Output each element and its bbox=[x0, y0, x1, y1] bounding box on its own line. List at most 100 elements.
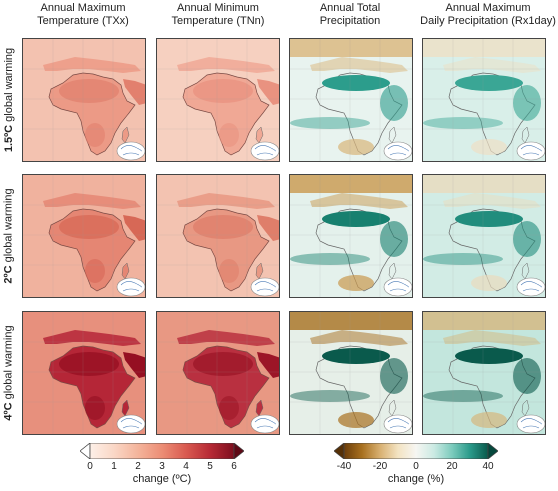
madagascar bbox=[521, 262, 530, 280]
madagascar bbox=[521, 399, 530, 417]
globe-inset-outline bbox=[516, 277, 545, 297]
column-title-line1: Annual Maximum bbox=[445, 2, 531, 14]
mediterranean-drying bbox=[423, 175, 545, 193]
colorbar-tick-label: -20 bbox=[372, 461, 388, 472]
column-title-precip: Annual Total Precipitation bbox=[287, 2, 413, 28]
map-panel-txx-row3 bbox=[22, 311, 146, 435]
column-title-line2: Temperature (TNn) bbox=[171, 15, 265, 27]
south-drying bbox=[471, 412, 507, 428]
map-panel-rx1day-row3 bbox=[422, 311, 546, 435]
globe-inset-icon bbox=[516, 141, 545, 161]
africa-map bbox=[23, 175, 145, 297]
globe-inset-outline bbox=[383, 141, 412, 161]
globe-inset-continents bbox=[389, 425, 407, 429]
east-africa-wetting bbox=[380, 221, 408, 257]
precip-colorbar-right-arrow bbox=[487, 443, 498, 459]
globe-inset-icon bbox=[116, 277, 145, 297]
atlantic-wetting bbox=[423, 253, 503, 265]
column-title-line2: Temperature (TXx) bbox=[37, 15, 129, 27]
atlantic-wetting bbox=[423, 390, 503, 402]
row-label-2: 2ºC global warming bbox=[0, 174, 18, 298]
graticule bbox=[157, 312, 279, 434]
arabia-landmass bbox=[123, 215, 145, 241]
globe-inset-continents bbox=[387, 418, 409, 425]
africa-map bbox=[423, 175, 545, 297]
globe-inset-outline bbox=[250, 141, 279, 161]
madagascar bbox=[255, 126, 264, 144]
mediterranean-drying bbox=[290, 312, 412, 330]
sahel-wetting bbox=[455, 348, 523, 364]
colorbar-tick-label: 0 bbox=[87, 461, 93, 472]
sahara-hotspot bbox=[59, 79, 119, 103]
south-drying bbox=[338, 139, 374, 155]
south-hotspot bbox=[85, 396, 105, 420]
globe-inset-continents bbox=[256, 288, 274, 292]
south-hotspot bbox=[219, 259, 239, 283]
globe-inset-icon bbox=[383, 414, 412, 434]
colorbar-tick-label: 5 bbox=[207, 461, 213, 472]
map-panel-precip-row1 bbox=[289, 38, 413, 162]
globe-inset-continents bbox=[387, 281, 409, 288]
globe-inset-outline bbox=[383, 414, 412, 434]
column-title-tnn: Annual Minimum Temperature (TNn) bbox=[155, 2, 281, 28]
mediterranean-drying bbox=[290, 39, 412, 57]
atlantic-wetting bbox=[423, 117, 503, 129]
globe-inset-continents bbox=[520, 145, 542, 152]
globe-inset-icon bbox=[516, 414, 545, 434]
south-drying bbox=[471, 139, 507, 155]
graticule bbox=[290, 312, 412, 434]
map-panel-txx-row1 bbox=[22, 38, 146, 162]
south-drying bbox=[338, 275, 374, 291]
atlantic-wetting bbox=[290, 253, 370, 265]
column-title-txx: Annual Maximum Temperature (TXx) bbox=[20, 2, 146, 28]
temp-colorbar-left-arrow bbox=[80, 443, 91, 459]
colorbar-tick-label: -40 bbox=[336, 461, 352, 472]
graticule bbox=[23, 175, 145, 297]
row-level: 2ºC bbox=[3, 265, 16, 284]
globe-inset-continents bbox=[254, 145, 276, 152]
globe-inset-icon bbox=[116, 414, 145, 434]
globe-inset-continents bbox=[122, 425, 140, 429]
east-africa-wetting bbox=[513, 85, 541, 121]
globe-inset-continents bbox=[120, 418, 142, 425]
madagascar bbox=[121, 126, 130, 144]
globe-inset-continents bbox=[120, 281, 142, 288]
atlantic-wetting bbox=[290, 117, 370, 129]
globe-inset-continents bbox=[122, 288, 140, 292]
temperature-colorbar bbox=[80, 443, 244, 459]
east-africa-wetting bbox=[513, 221, 541, 257]
madagascar bbox=[388, 262, 397, 280]
south-hotspot bbox=[219, 123, 239, 147]
colorbar-tick-label: 3 bbox=[159, 461, 165, 472]
graticule bbox=[157, 175, 279, 297]
globe-inset-continents bbox=[522, 152, 540, 156]
map-panel-tnn-row2 bbox=[156, 174, 280, 298]
globe-inset-continents bbox=[254, 281, 276, 288]
sahara-hotspot bbox=[193, 215, 253, 239]
graticule bbox=[423, 312, 545, 434]
column-title-line1: Annual Maximum bbox=[40, 2, 126, 14]
africa-map bbox=[157, 312, 279, 434]
africa-map bbox=[157, 175, 279, 297]
globe-inset-continents bbox=[520, 418, 542, 425]
east-africa-wetting bbox=[380, 85, 408, 121]
madagascar bbox=[521, 126, 530, 144]
sahara-hotspot bbox=[59, 352, 119, 376]
arabia-landmass bbox=[123, 79, 145, 105]
globe-inset-outline bbox=[250, 277, 279, 297]
south-drying bbox=[471, 275, 507, 291]
globe-inset-continents bbox=[120, 145, 142, 152]
column-title-line2: Daily Precipitation (Rx1day) bbox=[420, 15, 556, 27]
globe-inset-continents bbox=[389, 288, 407, 292]
column-title-line2: Precipitation bbox=[319, 15, 381, 27]
column-title-rx1day: Annual Maximum Daily Precipitation (Rx1d… bbox=[418, 2, 558, 28]
africa-map bbox=[290, 312, 412, 434]
column-title-line1: Annual Minimum bbox=[177, 2, 259, 14]
row-suffix: global warming bbox=[3, 188, 16, 266]
south-hotspot bbox=[85, 259, 105, 283]
arabia-landmass bbox=[257, 79, 279, 105]
map-panel-precip-row3 bbox=[289, 311, 413, 435]
globe-inset-continents bbox=[389, 152, 407, 156]
africa-map bbox=[423, 39, 545, 161]
madagascar bbox=[388, 399, 397, 417]
